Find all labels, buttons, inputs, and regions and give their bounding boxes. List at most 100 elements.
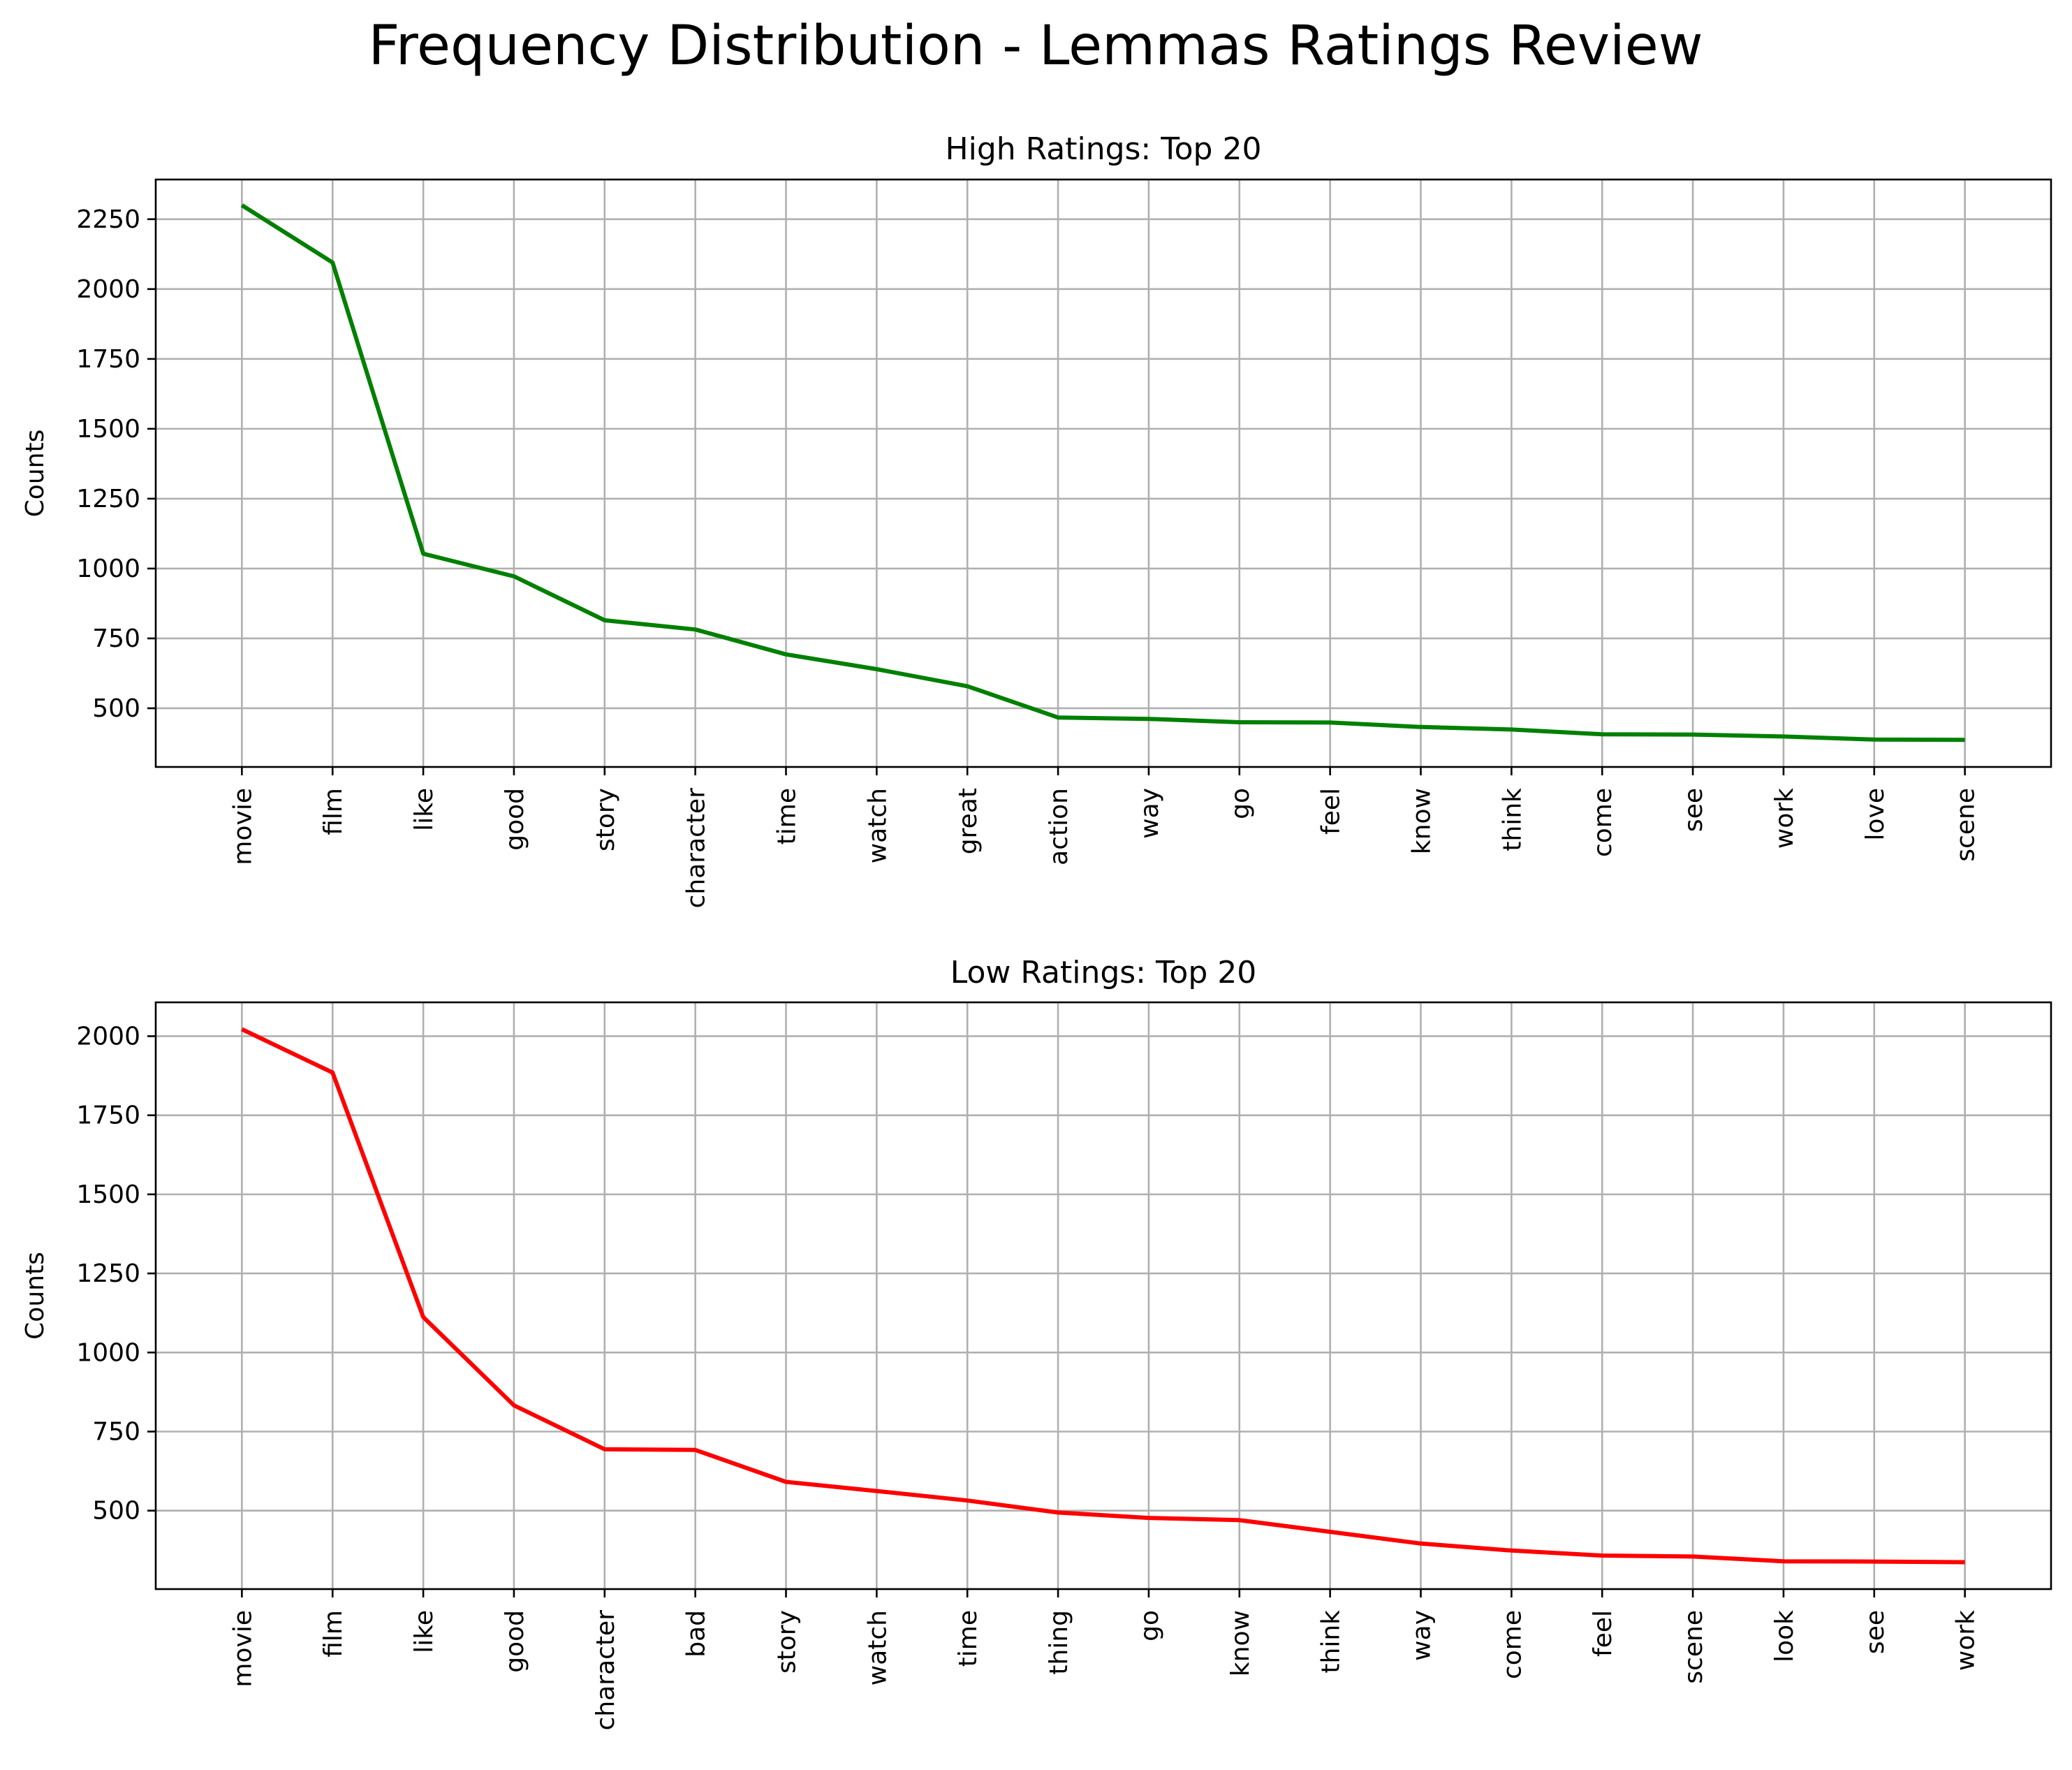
- y-tick-label: 2000: [76, 1022, 140, 1051]
- y-tick-label: 1250: [76, 1259, 140, 1288]
- data-point: [1237, 720, 1242, 724]
- x-tick-label: feel: [1589, 1610, 1617, 1657]
- data-point: [693, 627, 698, 631]
- x-tick-label: time: [773, 788, 802, 844]
- data-point: [1328, 1530, 1332, 1534]
- x-tick-label: story: [592, 788, 620, 851]
- y-tick-label: 750: [92, 1417, 140, 1446]
- axes-frame: [154, 178, 2052, 768]
- y-tick-label: 1500: [76, 415, 140, 444]
- x-tick-label: think: [1317, 1610, 1346, 1674]
- data-point: [1056, 715, 1060, 719]
- series-line: [241, 1027, 1965, 1565]
- x-tick-label: way: [1407, 1610, 1436, 1661]
- data-point: [1237, 1518, 1242, 1522]
- data-point: [784, 1479, 788, 1484]
- data-point: [421, 552, 425, 556]
- y-axis-label: Counts: [21, 430, 50, 518]
- x-tick-label: come: [1498, 1610, 1527, 1679]
- subplot-1: 500 750 1000 1250 1500 1750 2000 2250 movie film l…: [21, 131, 2052, 909]
- y-tick-label: 1750: [76, 1102, 140, 1130]
- y-tick-label: 1000: [76, 555, 140, 583]
- x-tick-label: know: [1226, 1610, 1255, 1676]
- y-tick-label: 750: [92, 624, 140, 653]
- data-point: [512, 574, 516, 578]
- x-tick-label: come: [1589, 788, 1617, 857]
- x-tick-label: film: [319, 788, 348, 835]
- subplot-title: High Ratings: Top 20: [946, 131, 1262, 167]
- x-tick-label: way: [1136, 788, 1164, 839]
- x-tick-label: movie: [228, 788, 257, 865]
- x-tick-label: like: [410, 1610, 439, 1653]
- x-tick-label: go: [1226, 788, 1255, 819]
- data-point: [965, 684, 969, 688]
- x-tick-label: see: [1861, 1610, 1890, 1654]
- y-tick-label: 500: [92, 694, 140, 723]
- data-point: [1963, 738, 1967, 742]
- data-point: [1781, 734, 1786, 738]
- x-tick-label: good: [501, 1610, 529, 1673]
- x-tick-label: time: [954, 1610, 983, 1667]
- data-point: [1691, 733, 1695, 737]
- data-point: [1418, 1542, 1423, 1546]
- x-tick-label: feel: [1317, 788, 1346, 835]
- data-point: [603, 1447, 607, 1451]
- x-tick-label: character: [592, 1610, 620, 1731]
- data-point: [1509, 727, 1513, 731]
- x-tick-label: great: [954, 788, 983, 854]
- data-point: [240, 1027, 244, 1031]
- x-tick-label: watch: [863, 1610, 892, 1685]
- x-tick-label: watch: [863, 788, 892, 863]
- data-point: [874, 1489, 879, 1493]
- x-tick-label: know: [1407, 788, 1436, 854]
- y-tick-label: 2000: [76, 275, 140, 304]
- data-point: [1056, 1510, 1060, 1514]
- subplot-title: Low Ratings: Top 20: [950, 955, 1256, 990]
- data-point: [330, 261, 335, 265]
- y-tick-label: 2250: [76, 205, 140, 234]
- x-tick-label: go: [1136, 1610, 1164, 1641]
- y-tick-label: 1000: [76, 1338, 140, 1367]
- data-point: [965, 1498, 969, 1502]
- data-point: [1418, 725, 1423, 729]
- data-point: [784, 652, 788, 657]
- x-tick-label: scene: [1680, 1610, 1708, 1684]
- x-tick-label: character: [682, 788, 711, 909]
- x-tick-label: film: [319, 1610, 348, 1658]
- x-tick-label: bad: [682, 1610, 711, 1658]
- x-tick-label: scene: [1952, 788, 1981, 862]
- data-point: [421, 1315, 425, 1319]
- axes-frame: [154, 1001, 2052, 1590]
- y-tick-label: 1250: [76, 485, 140, 513]
- x-tick-label: work: [1770, 788, 1799, 849]
- x-tick-label: movie: [228, 1610, 257, 1688]
- data-point: [1691, 1554, 1695, 1558]
- x-tick-label: good: [501, 788, 529, 851]
- data-point: [512, 1403, 516, 1407]
- data-point: [1872, 1560, 1876, 1564]
- y-tick-label: 1500: [76, 1180, 140, 1209]
- x-tick-label: look: [1770, 1610, 1799, 1662]
- x-tick-label: story: [773, 1610, 802, 1674]
- figure-title: Frequency Distribution - Lemmas Ratings …: [369, 15, 1703, 78]
- data-point: [874, 667, 879, 671]
- x-tick-label: see: [1680, 788, 1708, 832]
- data-point: [240, 203, 244, 207]
- data-point: [1600, 1553, 1604, 1558]
- series-line: [240, 203, 1965, 743]
- subplots: 500 750 1000 1250 1500 1750 2000 2250 movie film l…: [21, 131, 2052, 1731]
- data-point: [603, 618, 607, 622]
- x-tick-label: action: [1045, 788, 1073, 865]
- x-tick-label: like: [410, 788, 439, 831]
- y-tick-label: 1750: [76, 345, 140, 374]
- x-tick-label: thing: [1045, 1610, 1073, 1675]
- data-point: [1600, 732, 1604, 736]
- data-point: [1872, 738, 1876, 742]
- y-axis-label: Counts: [21, 1252, 50, 1340]
- data-point: [693, 1448, 698, 1452]
- x-tick-label: work: [1952, 1610, 1981, 1671]
- data-point: [1963, 1560, 1967, 1565]
- data-point: [1147, 1516, 1151, 1520]
- y-tick-label: 500: [92, 1497, 140, 1526]
